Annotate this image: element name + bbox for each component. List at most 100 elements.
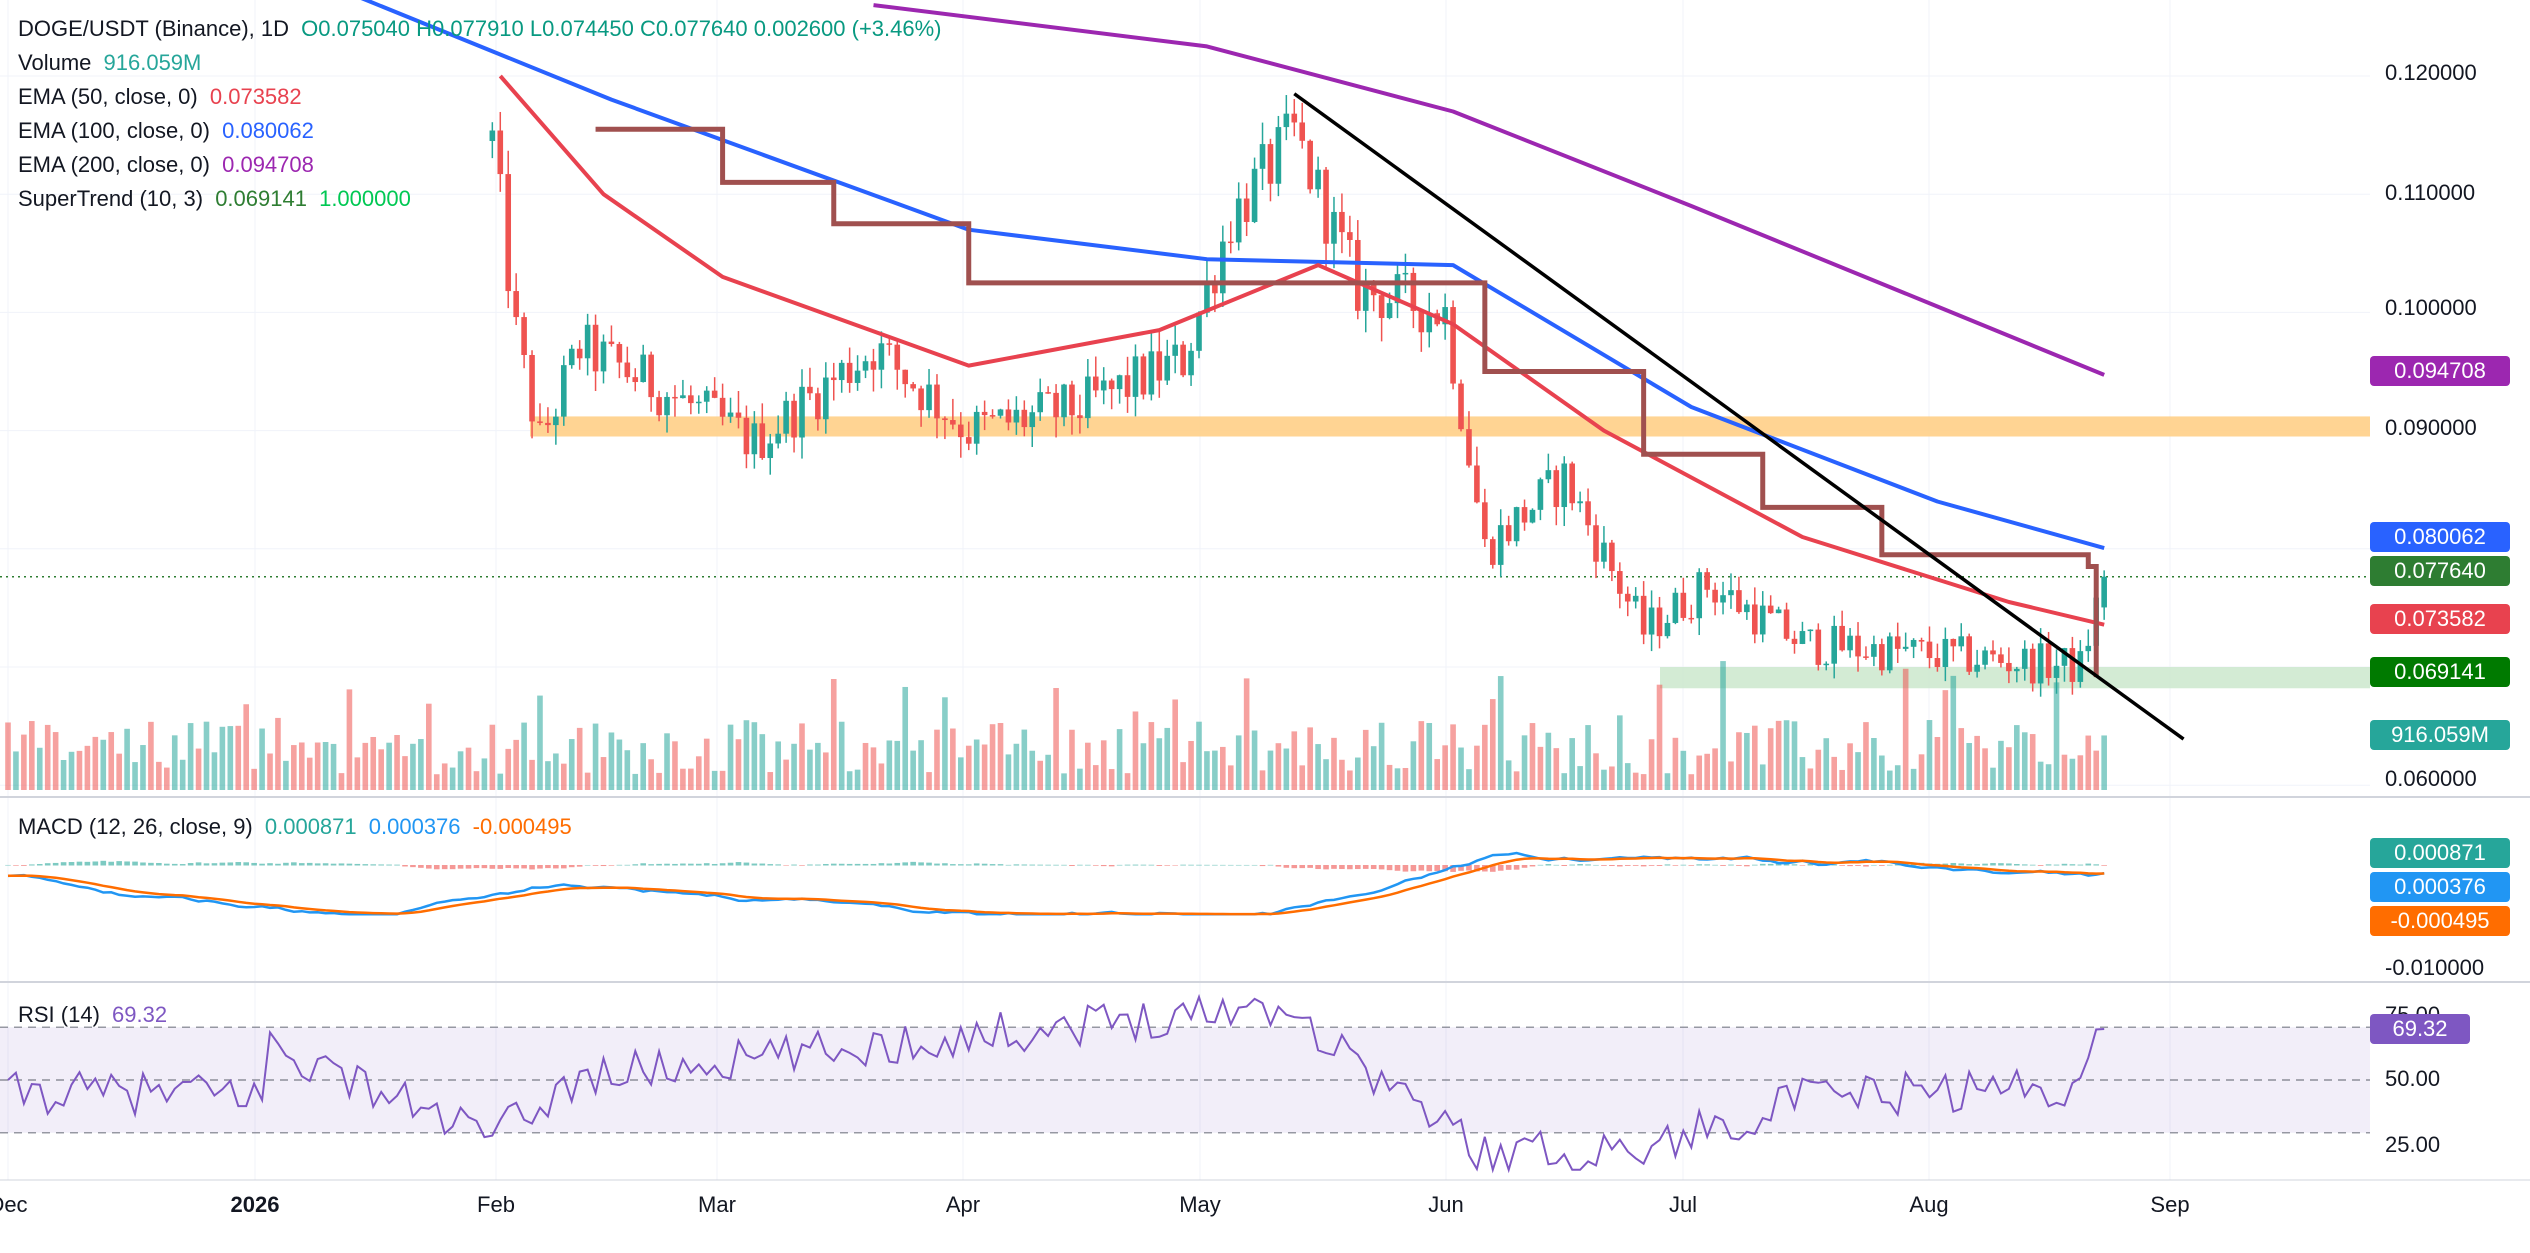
candle-body: [1108, 380, 1115, 390]
volume-bar: [624, 750, 631, 790]
macd-hist-bar: [2069, 864, 2076, 866]
price-tick-0100: 0.100000: [2385, 295, 2477, 320]
volume-bar: [1982, 748, 1988, 790]
macd-hist-bar: [1267, 864, 1274, 866]
candle-body: [688, 395, 694, 404]
price-tick-0110: 0.110000: [2385, 180, 2476, 205]
macd-hist-bar: [36, 864, 43, 866]
macd-hist-bar: [1656, 865, 1663, 866]
volume-bar: [1434, 759, 1440, 790]
candle-body: [624, 362, 631, 378]
volume-bar: [695, 756, 702, 790]
volume-bar: [1593, 753, 1599, 790]
rsi-tag: 69.32: [2370, 1014, 2470, 1044]
zones: [530, 416, 2370, 689]
candle-body: [592, 324, 599, 372]
candle-body: [2037, 643, 2044, 684]
macd-hist-bar: [1632, 865, 1639, 866]
volume-bar: [1315, 744, 1321, 790]
macd-legend-value: 0.000376: [368, 814, 461, 839]
macd-hist-bar: [2085, 863, 2092, 866]
candle-body: [672, 396, 678, 399]
macd-hist-bar: [68, 862, 75, 866]
volume-bar: [306, 757, 313, 790]
volume-bar: [1299, 765, 1306, 790]
volume-bar: [164, 767, 170, 790]
macd-hist-bar: [648, 864, 654, 866]
candle-body: [1537, 479, 1544, 510]
candle-body: [1680, 592, 1687, 618]
x-label-sep: Sep: [2150, 1192, 2190, 1217]
candle-body: [727, 412, 734, 417]
macd-hist-bar: [1879, 865, 1885, 866]
candle-body: [902, 369, 909, 385]
volume-bar: [36, 747, 43, 790]
candle-body: [1632, 595, 1639, 602]
candle-body: [1220, 241, 1226, 294]
macd-hist-bar: [1204, 864, 1210, 866]
macd-hist-bar: [481, 865, 488, 869]
volume-bar: [1410, 741, 1417, 790]
volume-bar: [1029, 750, 1036, 790]
macd-hist-bar: [1339, 865, 1345, 870]
volume-bar: [1132, 711, 1139, 790]
volume-bar: [989, 724, 996, 790]
candle-body: [1950, 638, 1957, 647]
candle-body: [1910, 639, 1917, 647]
macd-legend-signal: -0.000495: [472, 814, 572, 839]
macd-hist-bar: [1092, 865, 1099, 866]
ema200-line: [873, 3, 2105, 377]
macd-hist-bar: [497, 865, 504, 869]
volume-bar: [1966, 743, 1972, 790]
volume-bar: [60, 760, 67, 790]
candle-body: [2021, 648, 2028, 669]
volume-bar: [1672, 737, 1679, 790]
volume-bar: [1037, 760, 1043, 790]
volume-bar: [2101, 735, 2107, 790]
volume-bar: [283, 760, 289, 790]
macd-hist-bar: [1140, 864, 1147, 866]
candle-body: [2014, 668, 2020, 672]
supertrend-price-tag: 0.069141: [2370, 657, 2510, 687]
ema100-legend-label: EMA (100, close, 0): [18, 118, 210, 143]
macd-hist-bar: [1696, 864, 1703, 866]
candle-body: [1863, 656, 1869, 658]
macd-hist-bar: [1990, 863, 1996, 866]
volume-bar: [1251, 730, 1258, 790]
macd-hist-bar: [1497, 865, 1504, 871]
candle-body: [1902, 646, 1909, 649]
macd-hist-bar: [1513, 865, 1520, 870]
macd-hist-bar: [1370, 865, 1377, 870]
ema100-price-tag: 0.080062: [2370, 522, 2510, 552]
candle-body: [838, 362, 845, 381]
macd-hist-bar: [275, 863, 281, 866]
x-label-2026: 2026: [230, 1192, 280, 1217]
volume-bar: [116, 753, 122, 790]
volume-bar: [394, 734, 400, 790]
volume-legend-value: 916.059M: [103, 50, 202, 75]
macd-hist-bar: [1180, 864, 1186, 866]
candle-body: [791, 400, 797, 438]
volume-bar: [592, 723, 599, 790]
volume-bar: [942, 697, 948, 790]
volume-bar: [815, 742, 821, 790]
candle-body: [1053, 392, 1059, 418]
volume-bar: [656, 772, 662, 790]
candle-body: [1505, 525, 1512, 542]
candle-body: [1386, 303, 1393, 319]
volume-bar: [711, 770, 718, 790]
macd-hist-bar: [632, 864, 639, 866]
macd-hist-bar: [1355, 865, 1361, 870]
macd-hist-bar: [1362, 865, 1369, 869]
x-label-jun: Jun: [1428, 1192, 1464, 1217]
macd-hist-bar: [52, 862, 59, 866]
volume-bar: [298, 742, 305, 790]
macd-hist-bar: [1664, 864, 1671, 866]
volume-bar: [894, 740, 901, 790]
macd-hist-bar: [1466, 865, 1472, 871]
macd-hist-bar: [672, 863, 678, 866]
candle-body: [1839, 625, 1845, 651]
macd-hist-bar: [1752, 864, 1758, 866]
volume-bar: [719, 770, 726, 790]
